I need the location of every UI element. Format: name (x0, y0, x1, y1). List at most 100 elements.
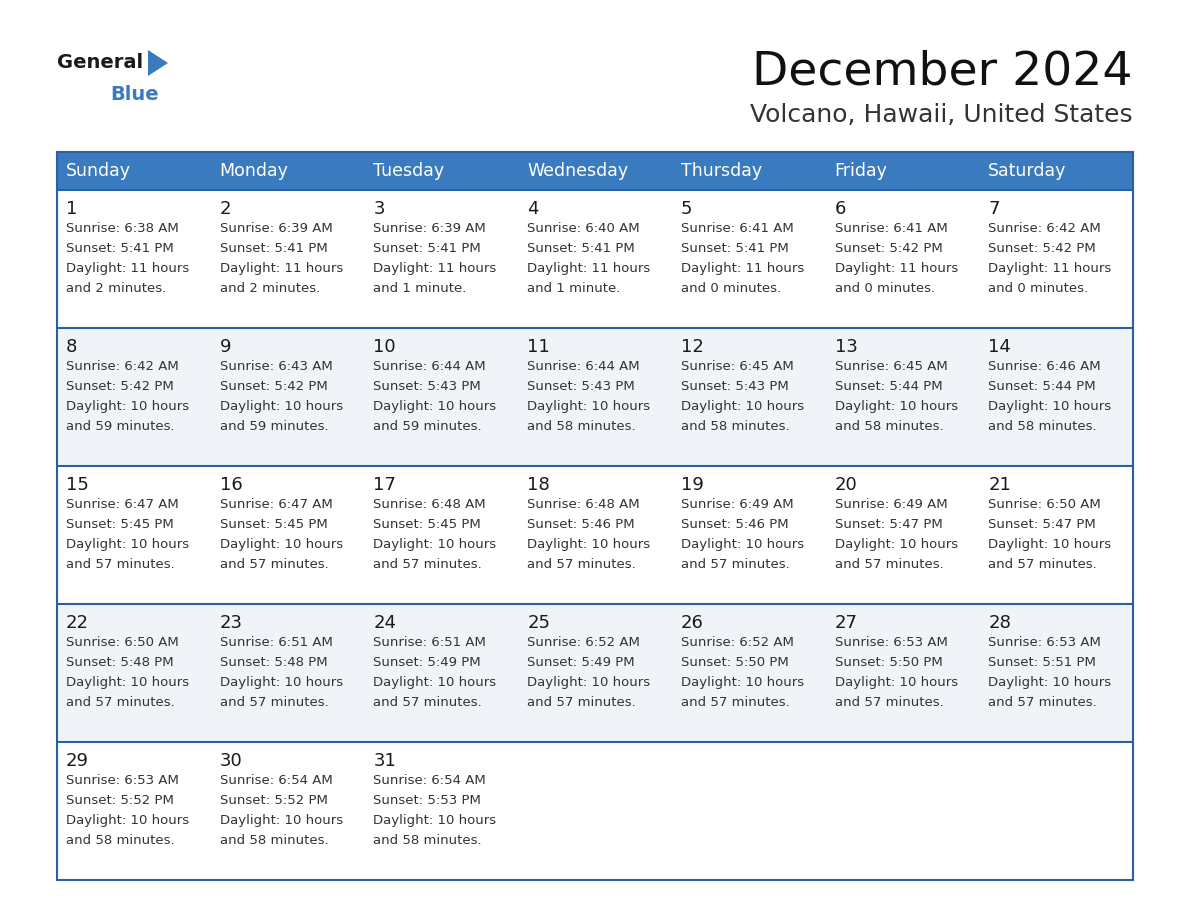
Text: 19: 19 (681, 476, 703, 494)
Text: Wednesday: Wednesday (527, 162, 628, 180)
Text: Sunset: 5:52 PM: Sunset: 5:52 PM (67, 794, 173, 807)
Text: and 0 minutes.: and 0 minutes. (988, 282, 1088, 295)
Text: and 57 minutes.: and 57 minutes. (67, 558, 175, 571)
Text: and 57 minutes.: and 57 minutes. (681, 558, 790, 571)
Text: Sunrise: 6:46 AM: Sunrise: 6:46 AM (988, 360, 1101, 373)
Text: December 2024: December 2024 (752, 50, 1133, 95)
Text: Daylight: 10 hours: Daylight: 10 hours (681, 400, 804, 413)
Text: Daylight: 10 hours: Daylight: 10 hours (373, 400, 497, 413)
Text: 29: 29 (67, 752, 89, 770)
Text: Daylight: 10 hours: Daylight: 10 hours (835, 676, 958, 689)
Text: and 57 minutes.: and 57 minutes. (527, 696, 636, 709)
Text: Sunset: 5:48 PM: Sunset: 5:48 PM (67, 656, 173, 669)
Text: Sunset: 5:47 PM: Sunset: 5:47 PM (988, 518, 1097, 531)
Text: Sunset: 5:44 PM: Sunset: 5:44 PM (835, 380, 942, 393)
Text: Daylight: 10 hours: Daylight: 10 hours (373, 538, 497, 551)
Text: Daylight: 10 hours: Daylight: 10 hours (527, 400, 650, 413)
Text: and 57 minutes.: and 57 minutes. (988, 696, 1097, 709)
Text: Daylight: 10 hours: Daylight: 10 hours (373, 676, 497, 689)
Text: 9: 9 (220, 338, 232, 356)
Text: Daylight: 10 hours: Daylight: 10 hours (220, 538, 343, 551)
Text: Sunset: 5:45 PM: Sunset: 5:45 PM (220, 518, 328, 531)
Bar (57, 742, 1133, 880)
Text: Friday: Friday (835, 162, 887, 180)
Text: 16: 16 (220, 476, 242, 494)
Text: and 57 minutes.: and 57 minutes. (67, 696, 175, 709)
Text: 14: 14 (988, 338, 1011, 356)
Text: Daylight: 10 hours: Daylight: 10 hours (988, 400, 1112, 413)
Polygon shape (148, 50, 168, 76)
Text: Sunset: 5:46 PM: Sunset: 5:46 PM (681, 518, 789, 531)
Text: 2: 2 (220, 200, 232, 218)
Text: Sunrise: 6:45 AM: Sunrise: 6:45 AM (681, 360, 794, 373)
Text: 27: 27 (835, 614, 858, 632)
Bar (979, 152, 1133, 190)
Text: Daylight: 11 hours: Daylight: 11 hours (220, 262, 343, 275)
Text: and 58 minutes.: and 58 minutes. (527, 420, 636, 433)
Text: and 57 minutes.: and 57 minutes. (220, 696, 328, 709)
Text: Sunrise: 6:41 AM: Sunrise: 6:41 AM (681, 222, 794, 235)
Text: Monday: Monday (220, 162, 289, 180)
Text: 3: 3 (373, 200, 385, 218)
Text: and 57 minutes.: and 57 minutes. (373, 696, 482, 709)
Text: Daylight: 10 hours: Daylight: 10 hours (988, 676, 1112, 689)
Text: and 57 minutes.: and 57 minutes. (681, 696, 790, 709)
Bar (57, 152, 210, 190)
Text: and 0 minutes.: and 0 minutes. (835, 282, 935, 295)
Text: 21: 21 (988, 476, 1011, 494)
Text: 20: 20 (835, 476, 858, 494)
Text: Sunrise: 6:39 AM: Sunrise: 6:39 AM (373, 222, 486, 235)
Text: Sunset: 5:41 PM: Sunset: 5:41 PM (67, 242, 173, 255)
Bar (57, 190, 1133, 328)
Text: Sunset: 5:41 PM: Sunset: 5:41 PM (527, 242, 634, 255)
Text: Sunset: 5:44 PM: Sunset: 5:44 PM (988, 380, 1095, 393)
Text: Sunrise: 6:53 AM: Sunrise: 6:53 AM (835, 636, 948, 649)
Text: Daylight: 11 hours: Daylight: 11 hours (988, 262, 1112, 275)
Text: and 57 minutes.: and 57 minutes. (527, 558, 636, 571)
Text: 24: 24 (373, 614, 397, 632)
Text: Sunday: Sunday (67, 162, 131, 180)
Text: Sunrise: 6:52 AM: Sunrise: 6:52 AM (681, 636, 794, 649)
Text: 13: 13 (835, 338, 858, 356)
Text: 4: 4 (527, 200, 538, 218)
Text: and 58 minutes.: and 58 minutes. (681, 420, 790, 433)
Text: 22: 22 (67, 614, 89, 632)
Text: 10: 10 (373, 338, 396, 356)
Text: Daylight: 10 hours: Daylight: 10 hours (527, 676, 650, 689)
Text: 25: 25 (527, 614, 550, 632)
Text: Blue: Blue (110, 85, 159, 105)
Text: 8: 8 (67, 338, 77, 356)
Text: Sunrise: 6:48 AM: Sunrise: 6:48 AM (373, 498, 486, 511)
Text: Sunset: 5:50 PM: Sunset: 5:50 PM (681, 656, 789, 669)
Text: Daylight: 10 hours: Daylight: 10 hours (220, 400, 343, 413)
Text: Tuesday: Tuesday (373, 162, 444, 180)
Text: Sunset: 5:50 PM: Sunset: 5:50 PM (835, 656, 942, 669)
Text: Daylight: 10 hours: Daylight: 10 hours (67, 814, 189, 827)
Text: and 58 minutes.: and 58 minutes. (220, 834, 328, 847)
Text: Sunrise: 6:49 AM: Sunrise: 6:49 AM (835, 498, 947, 511)
Bar (57, 466, 1133, 604)
Text: and 58 minutes.: and 58 minutes. (373, 834, 482, 847)
Text: and 0 minutes.: and 0 minutes. (681, 282, 781, 295)
Text: General: General (57, 53, 143, 73)
Text: Sunset: 5:41 PM: Sunset: 5:41 PM (681, 242, 789, 255)
Text: 5: 5 (681, 200, 693, 218)
Bar (210, 152, 365, 190)
Text: Sunrise: 6:52 AM: Sunrise: 6:52 AM (527, 636, 640, 649)
Text: Sunset: 5:53 PM: Sunset: 5:53 PM (373, 794, 481, 807)
Text: Daylight: 10 hours: Daylight: 10 hours (67, 676, 189, 689)
Text: 31: 31 (373, 752, 397, 770)
Text: Volcano, Hawaii, United States: Volcano, Hawaii, United States (751, 103, 1133, 127)
Text: Sunrise: 6:38 AM: Sunrise: 6:38 AM (67, 222, 178, 235)
Text: Sunrise: 6:53 AM: Sunrise: 6:53 AM (67, 774, 179, 787)
Text: and 2 minutes.: and 2 minutes. (220, 282, 320, 295)
Text: Sunrise: 6:48 AM: Sunrise: 6:48 AM (527, 498, 640, 511)
Text: 28: 28 (988, 614, 1011, 632)
Text: Sunset: 5:42 PM: Sunset: 5:42 PM (220, 380, 328, 393)
Text: and 59 minutes.: and 59 minutes. (67, 420, 175, 433)
Text: and 57 minutes.: and 57 minutes. (835, 696, 943, 709)
Text: and 57 minutes.: and 57 minutes. (373, 558, 482, 571)
Text: Saturday: Saturday (988, 162, 1067, 180)
Text: Daylight: 10 hours: Daylight: 10 hours (373, 814, 497, 827)
Text: Sunset: 5:49 PM: Sunset: 5:49 PM (373, 656, 481, 669)
